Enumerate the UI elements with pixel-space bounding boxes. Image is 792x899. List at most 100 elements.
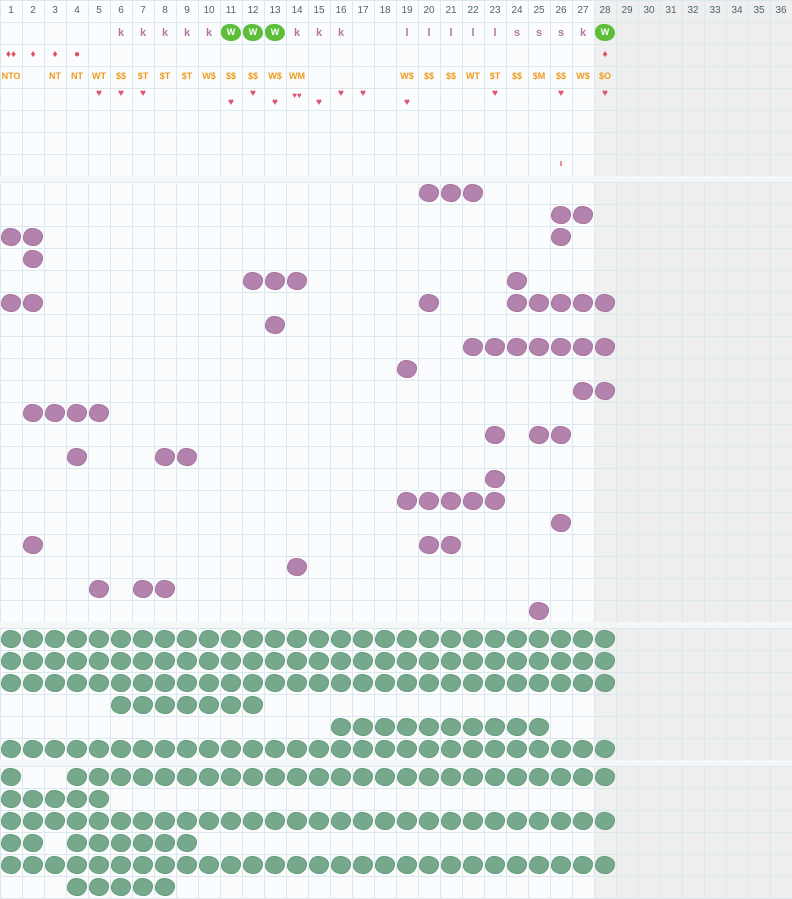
purple-entry[interactable] xyxy=(573,294,593,312)
green-entry[interactable] xyxy=(507,740,527,758)
green-entry[interactable] xyxy=(221,696,241,714)
purple-entry[interactable] xyxy=(23,536,43,554)
green-entry[interactable] xyxy=(551,674,571,692)
green-entry[interactable] xyxy=(155,878,175,896)
green-entry[interactable] xyxy=(199,768,219,786)
purple-entry[interactable] xyxy=(287,272,307,290)
green-entry[interactable] xyxy=(199,696,219,714)
green-entry[interactable] xyxy=(111,768,131,786)
green-entry[interactable] xyxy=(529,630,549,648)
green-entry[interactable] xyxy=(89,652,109,670)
green-entry[interactable] xyxy=(353,630,373,648)
green-entry[interactable] xyxy=(485,652,505,670)
green-entry[interactable] xyxy=(199,812,219,830)
green-entry[interactable] xyxy=(45,740,65,758)
purple-entry[interactable] xyxy=(23,250,43,268)
green-entry[interactable] xyxy=(485,812,505,830)
green-entry[interactable] xyxy=(463,652,483,670)
green-entry[interactable] xyxy=(375,812,395,830)
green-entry[interactable] xyxy=(45,790,65,808)
green-entry[interactable] xyxy=(243,652,263,670)
green-entry[interactable] xyxy=(177,856,197,874)
green-entry[interactable] xyxy=(155,834,175,852)
purple-entry[interactable] xyxy=(397,360,417,378)
green-entry[interactable] xyxy=(133,856,153,874)
green-entry[interactable] xyxy=(67,834,87,852)
green-entry[interactable] xyxy=(419,740,439,758)
green-entry[interactable] xyxy=(441,740,461,758)
green-entry[interactable] xyxy=(551,768,571,786)
green-entry[interactable] xyxy=(111,696,131,714)
green-entry[interactable] xyxy=(177,768,197,786)
green-entry[interactable] xyxy=(529,768,549,786)
green-entry[interactable] xyxy=(551,630,571,648)
green-entry[interactable] xyxy=(89,812,109,830)
green-entry[interactable] xyxy=(375,768,395,786)
green-entry[interactable] xyxy=(595,740,615,758)
green-entry[interactable] xyxy=(89,768,109,786)
green-entry[interactable] xyxy=(155,630,175,648)
purple-entry[interactable] xyxy=(551,206,571,224)
purple-entry[interactable] xyxy=(1,228,21,246)
purple-entry[interactable] xyxy=(133,580,153,598)
purple-entry[interactable] xyxy=(551,338,571,356)
purple-entry[interactable] xyxy=(529,426,549,444)
green-entry[interactable] xyxy=(309,630,329,648)
green-entry[interactable] xyxy=(1,768,21,786)
green-entry[interactable] xyxy=(199,740,219,758)
purple-entry[interactable] xyxy=(573,338,593,356)
green-entry[interactable] xyxy=(397,630,417,648)
green-entry[interactable] xyxy=(243,768,263,786)
green-entry[interactable] xyxy=(595,652,615,670)
green-entry[interactable] xyxy=(353,674,373,692)
purple-entry[interactable] xyxy=(89,404,109,422)
green-entry[interactable] xyxy=(397,718,417,736)
green-entry[interactable] xyxy=(507,674,527,692)
green-entry[interactable] xyxy=(573,740,593,758)
green-entry[interactable] xyxy=(1,740,21,758)
green-entry[interactable] xyxy=(529,740,549,758)
green-entry[interactable] xyxy=(419,718,439,736)
purple-entry[interactable] xyxy=(595,338,615,356)
green-entry[interactable] xyxy=(441,856,461,874)
green-entry[interactable] xyxy=(177,674,197,692)
purple-entry[interactable] xyxy=(23,404,43,422)
green-entry[interactable] xyxy=(133,630,153,648)
green-entry[interactable] xyxy=(23,856,43,874)
green-entry[interactable] xyxy=(221,812,241,830)
green-entry[interactable] xyxy=(111,652,131,670)
green-entry[interactable] xyxy=(199,630,219,648)
purple-entry[interactable] xyxy=(551,228,571,246)
green-entry[interactable] xyxy=(485,856,505,874)
green-entry[interactable] xyxy=(177,740,197,758)
green-entry[interactable] xyxy=(441,674,461,692)
green-entry[interactable] xyxy=(309,740,329,758)
green-entry[interactable] xyxy=(419,630,439,648)
green-entry[interactable] xyxy=(397,768,417,786)
green-entry[interactable] xyxy=(221,856,241,874)
green-entry[interactable] xyxy=(155,696,175,714)
green-entry[interactable] xyxy=(397,740,417,758)
green-entry[interactable] xyxy=(67,630,87,648)
green-entry[interactable] xyxy=(287,674,307,692)
green-entry[interactable] xyxy=(67,740,87,758)
green-entry[interactable] xyxy=(573,768,593,786)
green-entry[interactable] xyxy=(529,718,549,736)
green-entry[interactable] xyxy=(375,674,395,692)
green-entry[interactable] xyxy=(353,856,373,874)
green-entry[interactable] xyxy=(67,856,87,874)
green-entry[interactable] xyxy=(463,812,483,830)
green-entry[interactable] xyxy=(243,740,263,758)
green-entry[interactable] xyxy=(1,834,21,852)
purple-entry[interactable] xyxy=(529,338,549,356)
green-entry[interactable] xyxy=(89,878,109,896)
green-entry[interactable] xyxy=(573,812,593,830)
green-entry[interactable] xyxy=(177,834,197,852)
green-entry[interactable] xyxy=(265,674,285,692)
purple-entry[interactable] xyxy=(419,536,439,554)
green-entry[interactable] xyxy=(23,740,43,758)
green-entry[interactable] xyxy=(1,856,21,874)
green-entry[interactable] xyxy=(221,674,241,692)
green-entry[interactable] xyxy=(111,834,131,852)
green-entry[interactable] xyxy=(155,812,175,830)
